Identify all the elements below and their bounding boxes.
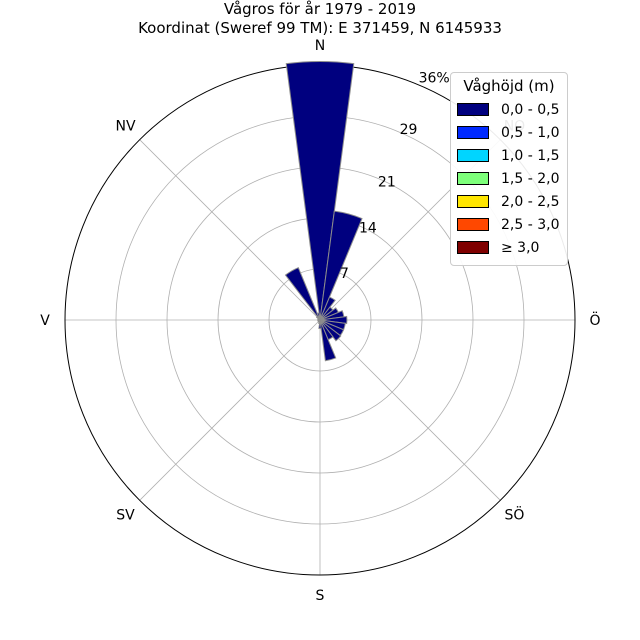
legend-item: 0,5 - 1,0 [457,121,561,144]
bar-dir-345 [316,312,321,321]
radial-tick-label: 7 [340,266,349,282]
legend-swatch [457,149,489,162]
direction-label-Ö: Ö [589,311,600,329]
radial-tick-label: 29 [400,122,418,138]
bar-dir-330 [284,266,321,321]
legend-label: 1,0 - 1,5 [501,147,560,164]
radial-tick-label: 14 [359,220,377,236]
grid-spoke [139,319,321,501]
direction-label-N: N [315,38,325,54]
legend-item: 1,5 - 2,0 [457,167,561,190]
legend: Våghöjd (m) 0,0 - 0,5 0,5 - 1,0 1,0 - 1,5 1… [450,72,568,266]
legend-item: ≥ 3,0 [457,236,561,259]
legend-item: 2,0 - 2,5 [457,190,561,213]
direction-label-SV: SV [116,507,135,523]
bar-dir-15 [319,210,363,321]
direction-label-NV: NV [116,119,136,135]
legend-swatch [457,218,489,231]
legend-title: Våghöjd (m) [463,77,555,95]
chart-subtitle: Koordinat (Sweref 99 TM): E 371459, N 61… [138,19,502,37]
legend-label: 0,5 - 1,0 [501,124,560,141]
legend-label: 2,0 - 2,5 [501,193,560,210]
legend-swatch [457,172,489,185]
chart-title: Vågros för år 1979 - 2019 [223,0,417,18]
direction-label-SÖ: SÖ [505,505,525,523]
direction-label-S: S [316,588,325,604]
bar-dir-180 [318,319,322,330]
legend-label: ≥ 3,0 [501,239,540,256]
radial-tick-labels: 7 14 21 29 36% [340,70,450,282]
legend-swatch [457,103,489,116]
legend-item: 0,0 - 0,5 [457,98,561,121]
radial-tick-label: 21 [378,175,396,191]
legend-swatch [457,195,489,208]
bar-dir-90 [319,315,348,325]
legend-label: 0,0 - 0,5 [501,101,560,118]
bar-dir-165 [319,319,337,362]
radial-tick-label: 36% [419,70,450,86]
legend-items: 0,0 - 0,5 0,5 - 1,0 1,0 - 1,5 1,5 - 2,0 2,0 … [457,98,561,259]
legend-swatch [457,241,489,254]
legend-item: 1,0 - 1,5 [457,144,561,167]
grid-spoke [139,139,321,321]
legend-label: 1,5 - 2,0 [501,170,560,187]
grid-spoke [319,319,501,501]
legend-item: 2,5 - 3,0 [457,213,561,236]
bar-dir-0 [285,60,355,321]
legend-swatch [457,126,489,139]
bar-dir-135 [319,319,342,342]
legend-label: 2,5 - 3,0 [501,216,560,233]
direction-label-V: V [40,313,50,329]
bars-group [284,60,363,362]
